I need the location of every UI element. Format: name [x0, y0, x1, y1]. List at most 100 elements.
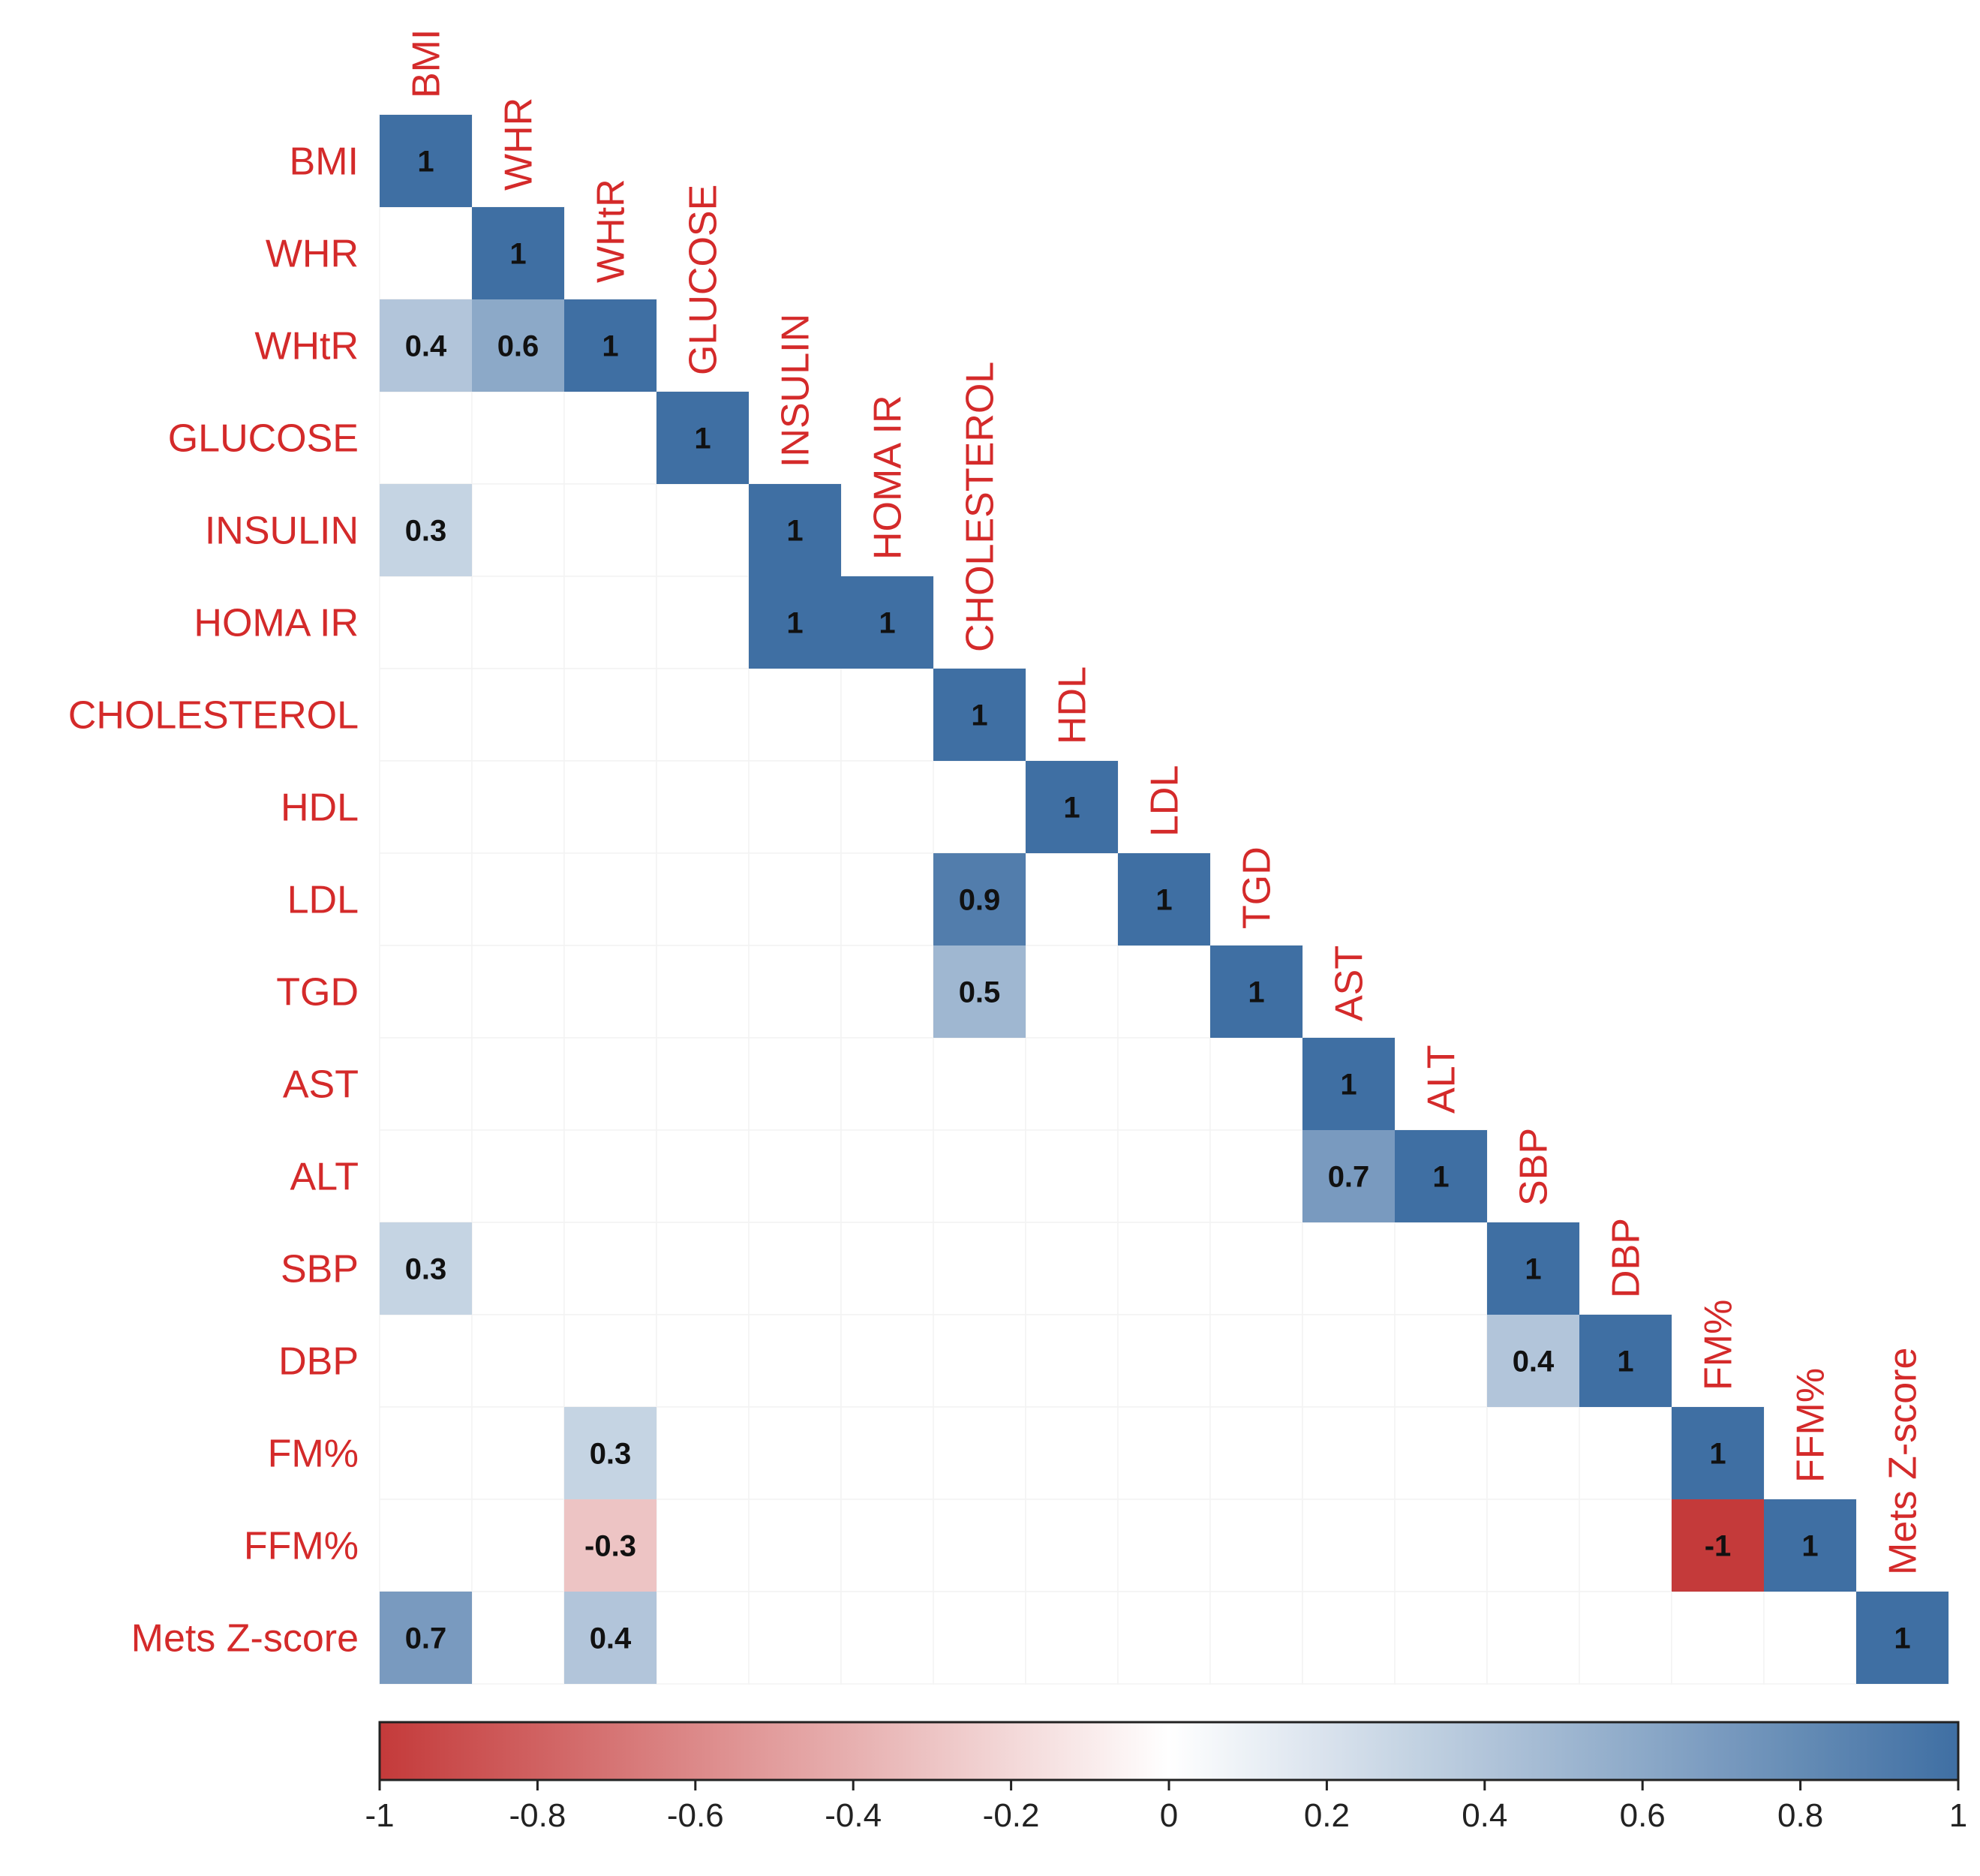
heatmap-cell	[564, 1499, 656, 1592]
row-label: FM%	[268, 1433, 359, 1476]
cell-value-label: 1	[417, 146, 434, 179]
cell-value-label: 1	[971, 699, 987, 732]
grid-cell	[1025, 1406, 1119, 1500]
cell-value-label: 1	[1155, 884, 1172, 917]
cell-value-label: 1	[509, 238, 526, 271]
colorbar-tick-label: 0.2	[1304, 1797, 1350, 1834]
grid-cell	[933, 1129, 1026, 1223]
cell-value-label: 0.9	[959, 884, 1001, 917]
cell-value-label: 1	[1617, 1345, 1633, 1378]
grid-cell	[1209, 1129, 1303, 1223]
grid-cell	[840, 1406, 934, 1500]
colorbar-tick-label: 1	[1949, 1797, 1967, 1834]
grid-cell	[1486, 1591, 1580, 1685]
grid-cell	[1486, 1499, 1580, 1592]
grid-cell	[1302, 1591, 1396, 1685]
colorbar: -1 -0.8 -0.6 -0.4 -0.2 0 0.2 0.4 0.6 0.8 1	[365, 1721, 1967, 1834]
row-label: GLUCOSE	[168, 417, 359, 461]
heatmap-cell	[564, 1407, 656, 1499]
cell-value-label: 1	[602, 330, 618, 363]
grid-cell	[1209, 1222, 1303, 1315]
heatmap-cell	[380, 1592, 472, 1684]
grid-cell	[1579, 1591, 1672, 1685]
grid-cell	[840, 852, 934, 946]
grid-cell	[840, 1591, 934, 1685]
cell-value-label: 0.3	[590, 1438, 632, 1471]
heatmap-cell	[841, 576, 933, 669]
grid-cell	[748, 1129, 842, 1223]
grid-cell	[471, 1129, 565, 1223]
grid-cell	[379, 668, 473, 762]
row-label: ALT	[290, 1156, 359, 1199]
colorbar-tick-label: 0.4	[1462, 1797, 1507, 1834]
grid-cell	[748, 760, 842, 854]
row-label: CHOLESTEROL	[68, 694, 359, 738]
heatmap-cell	[1302, 1130, 1395, 1222]
grid-cell	[1394, 1406, 1488, 1500]
grid-cell	[1117, 1499, 1211, 1592]
heatmap-cell	[564, 1592, 656, 1684]
grid-cell	[1025, 1037, 1119, 1131]
column-label: AST	[1328, 946, 1372, 1021]
cell-value-label: 1	[786, 607, 803, 640]
column-label: BMI	[405, 29, 449, 98]
grid-cell	[1025, 1129, 1119, 1223]
grid-cell	[1209, 1314, 1303, 1408]
grid-cell	[563, 576, 657, 669]
grid-cell	[1209, 1499, 1303, 1592]
grid-cell	[1025, 1314, 1119, 1408]
column-label: FFM%	[1789, 1368, 1833, 1483]
grid-cell	[563, 945, 657, 1039]
row-label: WHtR	[254, 325, 359, 368]
grid-cell	[471, 1406, 565, 1500]
heatmap-cell	[1210, 946, 1302, 1038]
grid-cell	[563, 760, 657, 854]
row-label: LDL	[287, 879, 359, 922]
grid-cell	[379, 1406, 473, 1500]
grid-cell	[379, 852, 473, 946]
grid-cell	[379, 1499, 473, 1592]
heatmap-cell	[1395, 1130, 1487, 1222]
grid-cell	[933, 1314, 1026, 1408]
grid-cell	[563, 1314, 657, 1408]
row-label: DBP	[278, 1340, 359, 1384]
cell-value-label: 1	[1432, 1161, 1449, 1194]
grid-cell	[563, 852, 657, 946]
grid-cell	[748, 1591, 842, 1685]
grid-cell	[1117, 1591, 1211, 1685]
grid-cell	[656, 483, 750, 577]
heatmap-cell	[380, 484, 472, 576]
grid-cell	[933, 760, 1026, 854]
row-label: TGD	[276, 971, 359, 1015]
grid-cell	[1117, 1314, 1211, 1408]
grid-cell	[933, 1037, 1026, 1131]
heatmap-cell	[1672, 1407, 1764, 1499]
grid-cell	[471, 483, 565, 577]
grid-cell	[656, 1129, 750, 1223]
grid-cell	[656, 1314, 750, 1408]
grid-cell	[1763, 1591, 1857, 1685]
grid-cell	[471, 576, 565, 669]
heatmap-cell	[1764, 1499, 1856, 1592]
row-label: BMI	[290, 140, 359, 184]
grid-cell	[748, 852, 842, 946]
grid-cell	[471, 945, 565, 1039]
grid-cell	[840, 1037, 934, 1131]
grid-cell	[748, 1499, 842, 1592]
grid-cell	[471, 852, 565, 946]
heatmap-cell	[1579, 1315, 1672, 1407]
heatmap-cell	[749, 576, 841, 669]
grid-cell	[840, 1129, 934, 1223]
grid-cell	[471, 1499, 565, 1592]
column-label: LDL	[1143, 765, 1187, 837]
colorbar-tick-label: -0.8	[509, 1797, 566, 1834]
heatmap-cell	[380, 299, 472, 392]
grid-cell	[748, 1314, 842, 1408]
grid-cell	[748, 1406, 842, 1500]
cell-value-label: 1	[1063, 792, 1080, 825]
cell-value-label: 1	[786, 515, 803, 548]
grid-cell	[563, 391, 657, 485]
row-label: WHR	[266, 233, 359, 276]
column-label: FM%	[1697, 1300, 1741, 1390]
grid-cell	[656, 1591, 750, 1685]
